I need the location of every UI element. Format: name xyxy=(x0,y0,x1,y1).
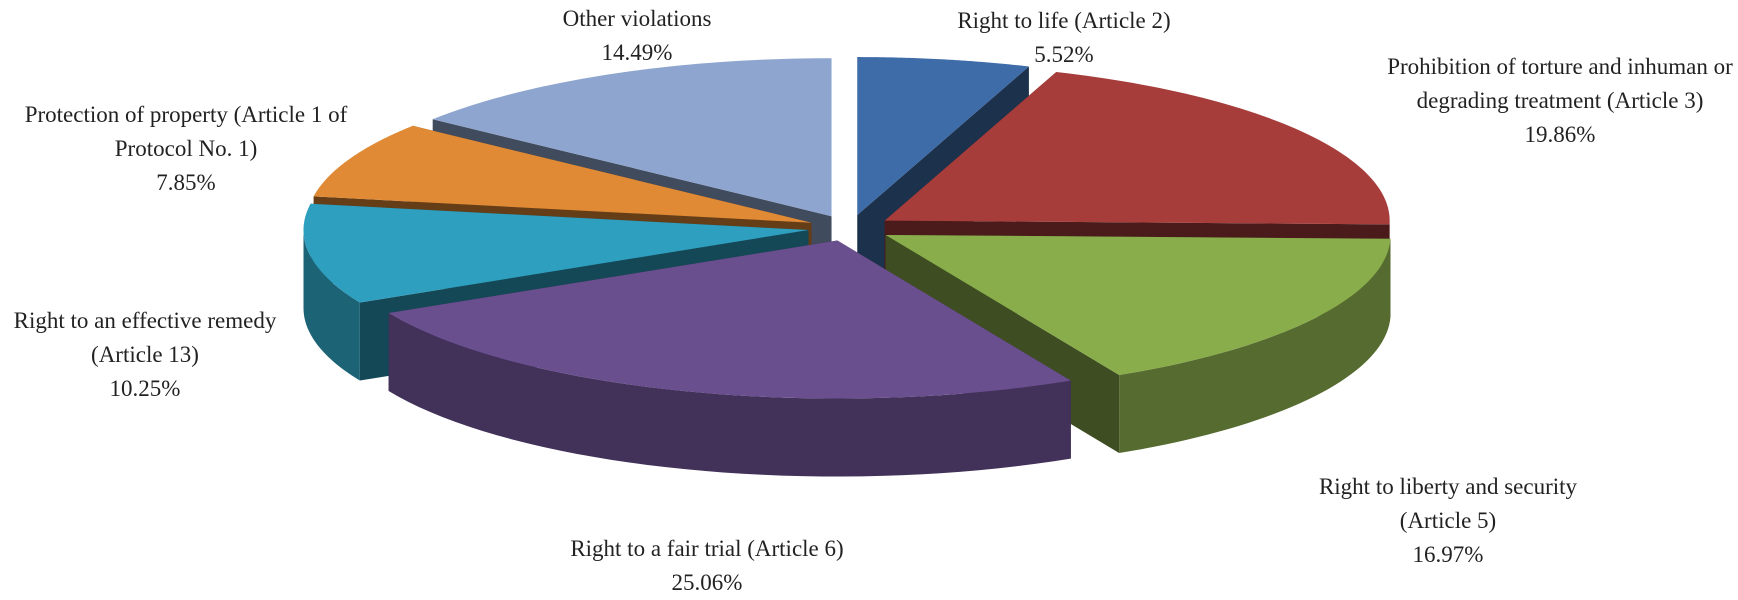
slice-label: Right to a fair trial (Article 6) 25.06% xyxy=(507,532,907,600)
slice-side xyxy=(388,313,1071,477)
slice-top xyxy=(432,58,832,217)
slice-top xyxy=(885,234,1391,376)
category-label: Prohibition of torture and inhuman or de… xyxy=(1387,54,1733,113)
slice-label: Prohibition of torture and inhuman or de… xyxy=(1385,50,1735,152)
value-label: 14.49% xyxy=(601,40,673,65)
slice-side xyxy=(303,230,360,381)
slice-label: Right to life (Article 2) 5.52% xyxy=(904,4,1224,72)
slice-top xyxy=(313,125,812,223)
slice-top xyxy=(857,57,1029,216)
category-label: Right to liberty and security (Article 5… xyxy=(1318,474,1578,533)
slice-label: Other violations 14.49% xyxy=(507,2,767,70)
value-label: 5.52% xyxy=(1034,42,1094,67)
value-label: 19.86% xyxy=(1524,122,1596,147)
category-label: Right to life (Article 2) xyxy=(957,8,1171,33)
slice-top xyxy=(884,71,1390,225)
category-label: Right to a fair trial (Article 6) xyxy=(570,536,844,561)
slice-top xyxy=(388,240,1071,399)
value-label: 10.25% xyxy=(109,376,181,401)
value-label: 16.97% xyxy=(1412,542,1484,567)
slice-side xyxy=(1119,238,1391,454)
slice-label: Right to an effective remedy (Article 13… xyxy=(8,304,283,406)
category-label: Other violations xyxy=(562,6,712,31)
slice-label: Protection of property (Article 1 of Pro… xyxy=(14,98,359,200)
category-label: Protection of property (Article 1 of Pro… xyxy=(24,102,348,161)
slice-top xyxy=(303,203,809,303)
slice xyxy=(388,240,1071,477)
value-label: 25.06% xyxy=(671,570,743,595)
category-label: Right to an effective remedy (Article 13… xyxy=(13,308,277,367)
value-label: 7.85% xyxy=(156,170,216,195)
slice-label: Right to liberty and security (Article 5… xyxy=(1283,470,1613,572)
